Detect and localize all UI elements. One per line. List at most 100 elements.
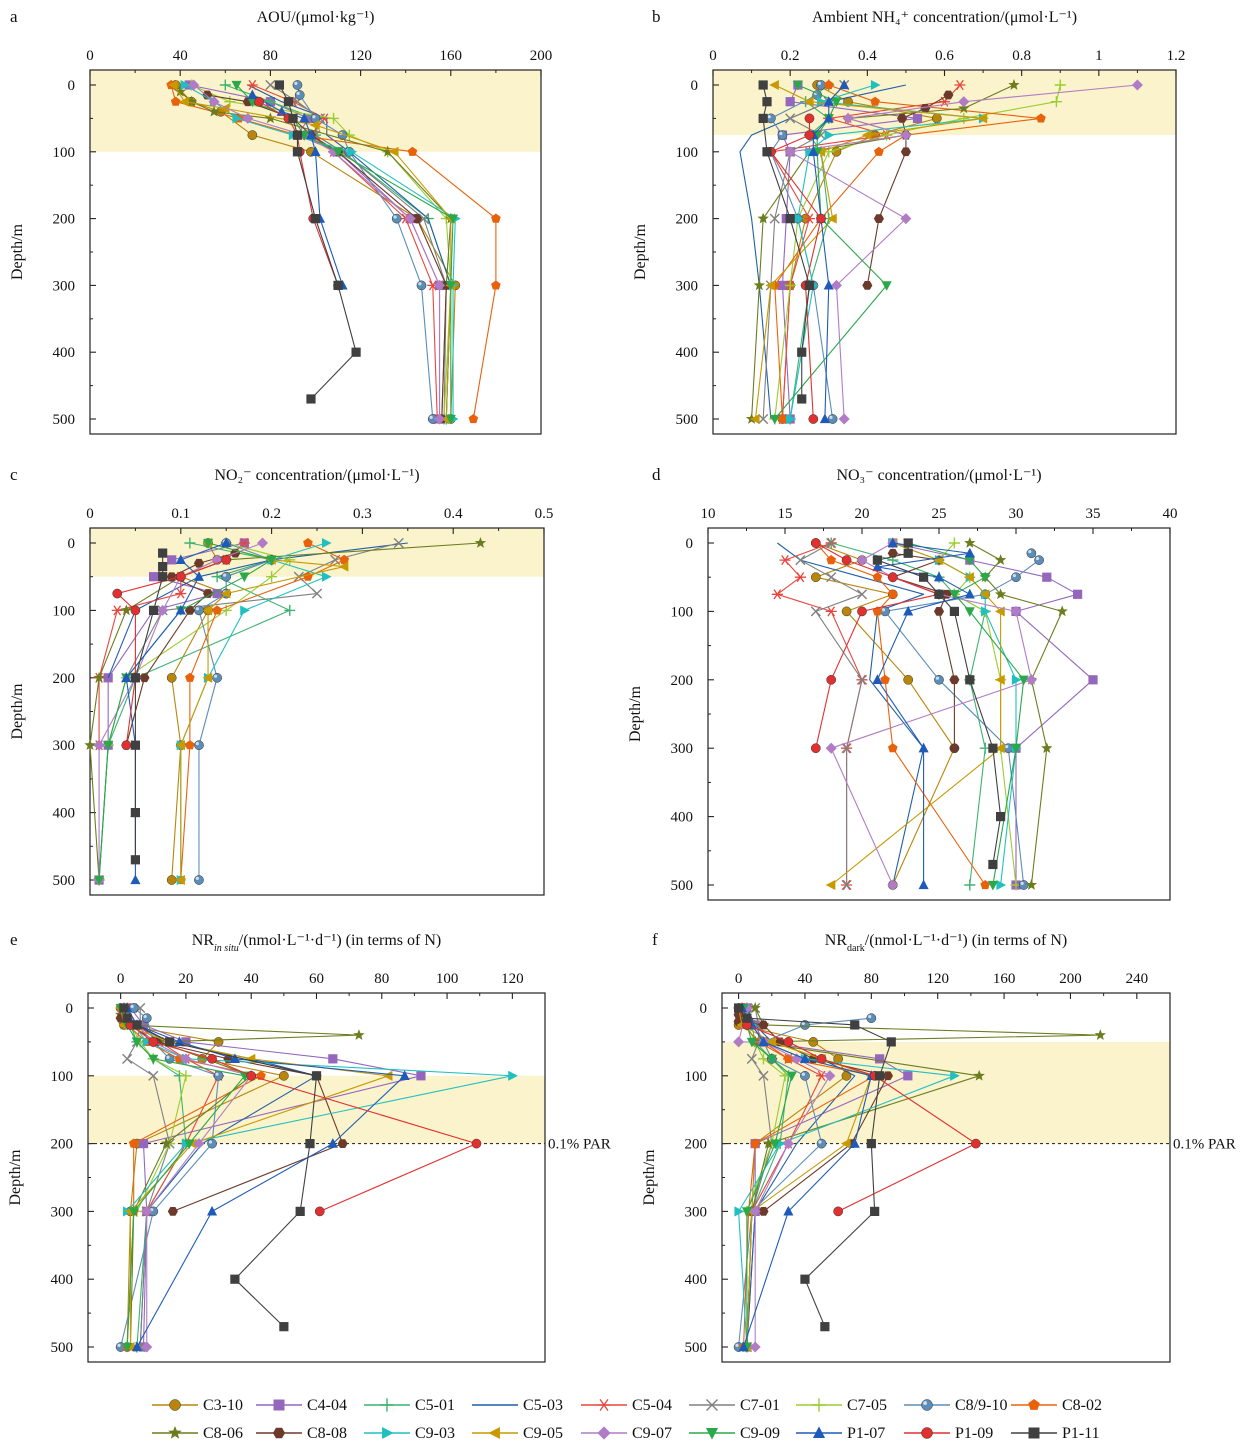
- y-tick-label: 100: [676, 145, 699, 161]
- data-point: [808, 414, 819, 424]
- series-line: [830, 542, 1002, 886]
- data-point: [179, 96, 189, 107]
- data-point: [148, 1054, 159, 1065]
- data-point: [734, 1206, 745, 1217]
- legend-label: C9-07: [632, 1425, 672, 1442]
- data-point: [246, 1070, 257, 1081]
- data-point: [827, 414, 838, 424]
- data-point: [824, 1070, 836, 1082]
- figure: a AOU/(μmol·kg⁻¹)0 40 80 120 160 2000100200300…: [7, 7, 1236, 1363]
- legend-marker: [706, 1399, 718, 1411]
- data-point: [181, 1037, 191, 1047]
- data-point: [762, 1137, 775, 1149]
- data-point: [741, 1207, 752, 1217]
- x-tick-label: 40: [244, 971, 259, 987]
- data-point: [122, 1342, 133, 1353]
- data-point: [831, 97, 842, 108]
- y-tick-label: 500: [53, 873, 76, 889]
- data-point: [875, 1054, 885, 1064]
- data-point: [468, 413, 479, 424]
- series-p1-09: [112, 555, 232, 751]
- x-tick-label: 120: [501, 971, 524, 987]
- data-point: [964, 879, 976, 891]
- data-point: [130, 740, 140, 750]
- y-axis-title: Depth/m: [627, 685, 644, 742]
- x-tick-label: 80: [263, 48, 278, 64]
- data-point: [964, 547, 975, 558]
- data-point: [141, 1205, 153, 1217]
- data-point: [445, 414, 456, 425]
- data-point: [826, 537, 837, 549]
- series-c8-06: [84, 537, 487, 885]
- data-point: [887, 537, 898, 548]
- data-point: [840, 1138, 851, 1149]
- data-point: [949, 606, 959, 616]
- data-point: [1054, 79, 1066, 91]
- data-point: [964, 588, 975, 599]
- data-point: [292, 80, 303, 90]
- data-point: [958, 112, 970, 124]
- data-point: [872, 674, 883, 684]
- data-point: [797, 347, 807, 357]
- data-point: [786, 413, 796, 425]
- data-point: [208, 96, 220, 108]
- data-point: [800, 1020, 810, 1030]
- series-c8-9-10: [115, 1003, 224, 1352]
- series-line: [789, 84, 984, 420]
- data-point: [382, 1070, 393, 1081]
- data-point: [749, 413, 760, 425]
- data-point: [112, 588, 123, 599]
- x-tick-label: 0.2: [262, 506, 281, 522]
- panel-e: e NRin situ/(nmol·L⁻¹·d⁻¹) (in terms of N…: [7, 930, 611, 1363]
- legend-marker: [382, 1426, 394, 1440]
- data-point: [434, 279, 446, 291]
- data-point: [84, 739, 96, 751]
- data-point: [777, 130, 788, 140]
- data-point: [856, 554, 868, 566]
- series-p1-11: [872, 538, 1006, 870]
- series-line: [751, 84, 1015, 420]
- y-tick-label: 500: [676, 412, 699, 428]
- data-point: [749, 1002, 761, 1013]
- y-tick-label: 400: [53, 345, 76, 361]
- data-point: [309, 120, 320, 131]
- data-point: [175, 604, 186, 615]
- data-point: [266, 555, 277, 566]
- series-c7-01: [795, 537, 868, 891]
- data-point: [903, 1071, 913, 1081]
- y-tick-label: 500: [671, 878, 694, 894]
- data-point: [202, 672, 213, 683]
- panel-c: c NO₂⁻ concentration/(μmol·L⁻¹) 0 0.1 0.2 0.3…: [9, 465, 553, 896]
- data-point: [266, 571, 278, 583]
- y-tick-label: 400: [685, 1272, 708, 1288]
- data-point: [856, 674, 868, 685]
- data-point: [328, 112, 340, 124]
- data-point: [816, 1138, 827, 1149]
- legend: C3-10 C4-04 C5-01 C5-03 C5-04 C7-01 C7-05 C8/9-…: [152, 1397, 1102, 1442]
- data-point: [211, 554, 223, 566]
- data-point: [416, 1071, 426, 1081]
- series-c5-04: [771, 537, 868, 891]
- data-point: [128, 1003, 139, 1013]
- data-point: [508, 1070, 518, 1081]
- legend-marker: [169, 1399, 181, 1411]
- data-point: [995, 743, 1005, 754]
- panel-letter: c: [10, 465, 18, 484]
- data-point: [808, 146, 819, 156]
- data-point: [283, 97, 294, 107]
- data-point: [1056, 605, 1068, 617]
- data-point: [148, 1070, 159, 1081]
- data-point: [337, 1139, 348, 1148]
- data-point: [825, 742, 837, 754]
- data-point: [175, 740, 185, 751]
- data-point: [1010, 605, 1022, 617]
- data-point: [887, 548, 898, 558]
- data-point: [949, 590, 960, 600]
- data-point: [808, 1037, 819, 1047]
- data-point: [738, 1341, 749, 1352]
- legend-item-p1-11: P1-11: [1011, 1425, 1100, 1442]
- data-point: [949, 743, 960, 753]
- x-tick-label: 0.6: [935, 48, 954, 64]
- legend-label: C4-04: [307, 1397, 347, 1414]
- legend-item-c9-09: C9-09: [689, 1425, 780, 1442]
